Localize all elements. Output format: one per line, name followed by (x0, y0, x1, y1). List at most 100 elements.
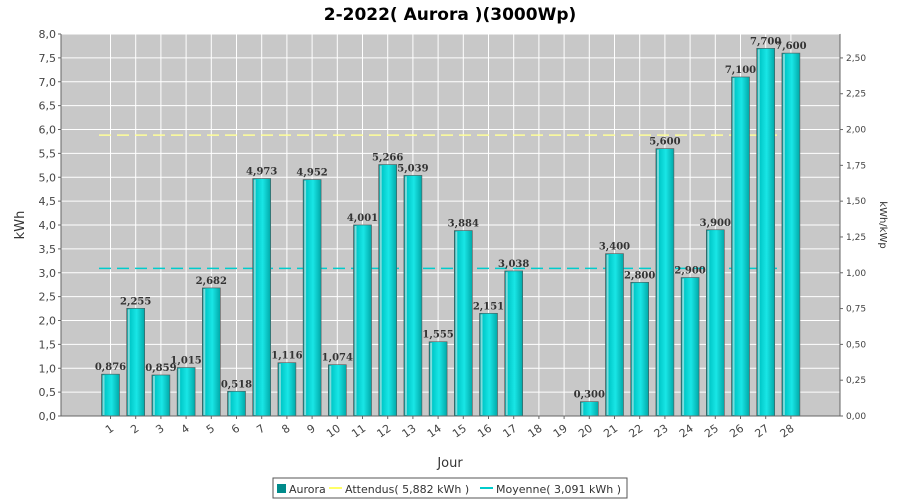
bar-highlight (304, 180, 307, 415)
bar-highlight (732, 77, 735, 415)
x-tick-label: 10 (324, 422, 343, 441)
x-tick-label: 26 (727, 422, 746, 441)
bar-highlight (581, 402, 584, 415)
bar-highlight (203, 288, 206, 415)
bar-value-label: 2,800 (624, 270, 655, 281)
reference-lines (99, 134, 800, 270)
y-tick-label: 8,0 (39, 28, 57, 41)
x-axis-label: Jour (436, 456, 463, 471)
x-tick-label: 15 (450, 422, 469, 441)
bar-value-label: 1,116 (271, 351, 302, 362)
x-tick-label: 6 (229, 422, 242, 437)
x-tick-label: 3 (153, 422, 166, 437)
bar-highlight (278, 363, 281, 415)
y2-tick-label: 0,75 (846, 305, 866, 315)
bar-highlight (404, 176, 407, 415)
bar-value-label: 4,001 (347, 213, 378, 224)
bar-value-label: 7,700 (750, 36, 781, 47)
bar-value-label: 1,015 (170, 356, 201, 367)
bar-highlight (127, 309, 130, 415)
bar-highlight (178, 368, 181, 415)
bar-highlight (606, 254, 609, 415)
y-tick-label: 7,5 (39, 52, 57, 65)
bar-highlight (455, 231, 458, 415)
bar-value-label: 7,100 (725, 65, 756, 76)
y-tick-label: 3,0 (39, 267, 57, 280)
bar-value-label: 0,518 (221, 379, 252, 390)
x-tick-label: 12 (374, 422, 393, 441)
y2-tick-label: 1,50 (846, 197, 866, 207)
x-tick-label: 9 (305, 422, 318, 437)
bar-highlight (228, 392, 231, 415)
bar-value-label: 2,255 (120, 296, 151, 307)
y-tick-label: 0,0 (39, 410, 57, 423)
x-tick-label: 13 (400, 422, 419, 441)
bar-highlight (682, 278, 685, 415)
x-tick-label: 5 (204, 422, 217, 437)
bar-highlight (757, 49, 760, 415)
chart-title: 2-2022( Aurora )(3000Wp) (324, 5, 577, 25)
bar-highlight (505, 271, 508, 415)
bar-highlight (253, 179, 256, 415)
legend-frame (272, 477, 628, 499)
bar-value-label: 2,900 (674, 266, 705, 277)
bar-value-label: 0,300 (574, 390, 605, 401)
y2-tick-label: 2,50 (846, 54, 866, 64)
x-tick-label: 4 (179, 422, 192, 437)
bar-value-label: 0,859 (145, 363, 176, 374)
x-tick-label: 27 (752, 422, 771, 441)
y2-tick-label: 0,25 (846, 376, 866, 386)
y2-tick-label: 0,00 (846, 412, 866, 422)
y-tick-label: 7,0 (39, 76, 57, 89)
y2-tick-label: 1,75 (846, 161, 866, 171)
bar-value-label: 4,973 (246, 167, 277, 178)
y-axis-label: kWh (13, 211, 28, 240)
y-tick-label: 1,5 (39, 338, 57, 351)
bar-value-label: 3,900 (700, 218, 731, 229)
x-tick-label: 2 (128, 422, 141, 437)
y-tick-label: 2,0 (39, 315, 57, 328)
bar-highlight (354, 225, 357, 415)
y-tick-label: 6,5 (39, 100, 57, 113)
x-tick-label: 24 (677, 422, 696, 441)
bar-value-label: 2,151 (473, 301, 504, 312)
y2-axis-label: kWh/kWp (877, 201, 888, 248)
bar-highlight (379, 165, 382, 415)
bar-highlight (329, 365, 332, 415)
x-tick-label: 16 (475, 422, 494, 441)
y-tick-label: 5,5 (39, 147, 57, 160)
legend-label-moyenne: Moyenne( 3,091 kWh ) (496, 483, 621, 496)
bar-value-label: 1,555 (422, 330, 453, 341)
bar-value-label: 2,682 (196, 276, 227, 287)
y2-axis: 0,00 0,25 0,50 0,75 1,00 1,25 1,50 1,75 2,00 2,25… (839, 34, 866, 422)
bar-value-label: 0,876 (95, 362, 126, 373)
bar-value-label: 5,600 (649, 137, 680, 148)
x-tick-label: 22 (626, 422, 645, 441)
y-tick-label: 4,5 (39, 195, 57, 208)
bar-value-label: 5,039 (397, 163, 428, 174)
y-tick-label: 4,0 (39, 219, 57, 232)
bar-value-label: 3,400 (599, 242, 630, 253)
bar-highlight (480, 314, 483, 415)
x-tick-label: 20 (576, 422, 595, 441)
bar-highlight (631, 283, 634, 415)
bar-value-label: 3,038 (498, 259, 529, 270)
x-tick-label: 11 (349, 422, 368, 441)
x-tick-label: 25 (702, 422, 721, 441)
y2-tick-label: 0,50 (846, 340, 866, 350)
y2-tick-label: 2,25 (846, 90, 866, 100)
y-tick-label: 6,0 (39, 124, 57, 137)
x-tick-label: 19 (551, 422, 570, 441)
bar-highlight (656, 149, 659, 415)
x-tick-label: 17 (500, 422, 519, 441)
bar-value-label: 5,266 (372, 153, 403, 164)
bar-value-label: 7,600 (775, 41, 806, 52)
bar-highlight (782, 54, 785, 415)
legend: Aurora Attendus( 5,882 kWh ) Moyenne( 3,… (272, 477, 628, 499)
y-axis: 0,0 0,5 1,0 1,5 2,0 2,5 3,0 3,5 4,0 4,5 5,0 5,5 6,0 6… (39, 28, 62, 423)
bar-value-label: 4,952 (296, 168, 327, 179)
x-tick-label: 7 (254, 422, 267, 437)
bar-highlight (152, 375, 155, 415)
